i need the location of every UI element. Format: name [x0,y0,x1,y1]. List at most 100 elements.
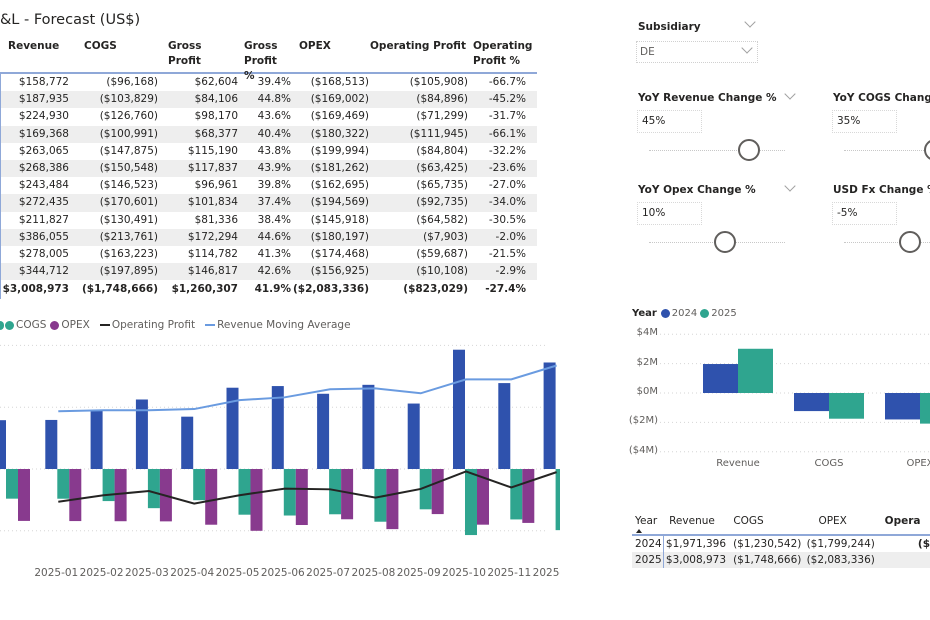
table-body: $158,772 ($96,168) $62,604 39.4% ($168,513) (… [0,74,537,300]
sort-ascending-icon[interactable] [636,529,642,533]
legend-item[interactable]: 2024 [660,308,697,319]
operating-profit-line [58,470,557,505]
x-tick-label: 2025-10 [442,567,486,579]
table-cell: $84,106 [194,93,238,106]
opex-change-slider-thumb[interactable] [714,231,736,253]
table-row: $278,005 ($163,223) $114,782 41.3% ($174,468… [0,245,537,264]
column-header[interactable]: Operating Profit % [467,36,533,72]
column-header[interactable]: Revenue [669,515,715,527]
subsidiary-dropdown[interactable]: DE [636,41,758,63]
table-cell: ($147,875) [99,144,158,157]
x-tick-label: 2025-12 [533,567,560,579]
cogs-bar [555,469,560,531]
cogs-bar [329,469,342,515]
revenue-bar [317,393,330,469]
legend-label: OPEX [61,319,90,331]
table-cell: $263,065 [18,144,69,157]
opex-bar [205,469,218,525]
column-header[interactable]: OPEX [818,515,847,527]
revenue-change-slider-track[interactable] [649,150,785,151]
legend-item[interactable]: Operating Profit [94,319,195,331]
table-cell: 2024 [632,536,664,552]
table-cell: ($65,735) [416,179,468,192]
legend-item[interactable]: 2025 [700,308,737,319]
table-cell: -66.1% [488,127,526,140]
revenue-legend-dot-partial [0,320,4,330]
chevron-down-icon[interactable] [744,16,756,28]
table-cell: -2.0% [495,230,526,243]
column-header[interactable]: Operating Profit [368,36,467,72]
usd-fx-change-input[interactable]: -5% [832,202,897,225]
cogs-change-input[interactable]: 35% [832,110,897,133]
year-bar-2024 [794,393,829,412]
x-tick-label: 2025-09 [397,567,441,579]
total-cell: ($823,029) [403,283,468,296]
table-cell: -2.9% [495,265,526,278]
table-cell: ($146,523) [99,179,158,192]
monthly-pl-combo-chart: 2025-01 2025-02 2025-03 2025-04 2025-05 2025-… [0,344,560,579]
table-cell: -27.0% [488,179,526,192]
table-cell: ($7,903) [423,230,468,243]
table-cell: ($84,896) [416,93,468,106]
legend-item[interactable]: COGS [5,319,46,331]
table-cell: 39.8% [257,179,291,192]
table-cell: 2025 [632,552,664,568]
total-cell: $1,260,307 [171,283,238,296]
cogs-change-slider-track[interactable] [844,150,930,151]
column-header[interactable]: Gross Profit % [237,36,290,82]
opex-bar [69,469,82,522]
table-cell: ($1,748,666) [733,554,802,566]
column-header-text: Operating [473,40,533,52]
revenue-bar [407,403,420,469]
usd-fx-change-slider-track[interactable] [844,242,930,243]
table-cell: $3,008,973 [665,554,727,566]
opex-change-input[interactable]: 10% [637,202,702,225]
table-cell: ($180,197) [310,230,369,243]
chevron-down-icon[interactable] [784,88,796,100]
table-cell: 40.4% [257,127,291,140]
table-row: $243,484 ($146,523) $96,961 39.8% ($162,695)… [0,177,537,195]
y-tick-label: ($4M) [628,444,658,456]
legend-label: 2025 [711,308,737,319]
total-cell: -27.4% [485,283,526,296]
cogs-change-slider-thumb[interactable] [924,139,930,161]
table-cell: 38.4% [257,213,291,226]
legend-item[interactable]: OPEX [50,319,90,331]
column-header[interactable]: COGS [68,36,157,72]
revenue-change-slider-thumb[interactable] [738,139,760,161]
column-header[interactable]: Revenue [0,36,68,72]
column-header[interactable]: Year [635,515,658,527]
table-cell: -45.2% [488,93,526,106]
revenue-bar [135,399,148,469]
table-cell: -66.7% [488,76,526,88]
column-header[interactable]: Gross Profit [157,36,237,72]
column-header[interactable]: COGS [733,515,764,527]
column-header-text: Profit % [473,55,521,67]
table-cell: ($ [917,538,930,550]
revenue-bar [362,384,375,469]
table-cell: ($197,895) [99,265,158,278]
table-cell: $68,377 [194,127,238,140]
usd-fx-change-slider-thumb[interactable] [899,231,921,253]
year-bar-2025 [920,393,930,424]
table-cell: $344,712 [18,265,69,278]
table-header: Year Revenue COGS OPEX Opera [632,512,930,536]
table-cell: ($130,491) [99,213,158,226]
column-header[interactable]: OPEX [290,36,368,72]
cogs-change-label: YoY COGS Change % [833,92,930,104]
legend-item[interactable]: Revenue Moving Average [199,319,351,331]
table-cell: ($105,908) [409,76,468,88]
revenue-change-input[interactable]: 45% [637,110,702,133]
table-cell: ($64,582) [416,213,468,226]
opex-bar [431,469,444,515]
revenue-bar-partial [0,420,6,469]
cogs-bar [57,469,70,499]
x-tick-label: 2025-03 [125,567,169,579]
opex-bar [341,469,354,520]
table-cell: $272,435 [18,196,69,209]
table-cell: -31.7% [488,110,526,123]
revenue-bar [453,349,465,469]
chevron-down-icon[interactable] [784,180,796,192]
table-cell: $243,484 [18,179,69,192]
column-header[interactable]: Opera [884,515,921,527]
